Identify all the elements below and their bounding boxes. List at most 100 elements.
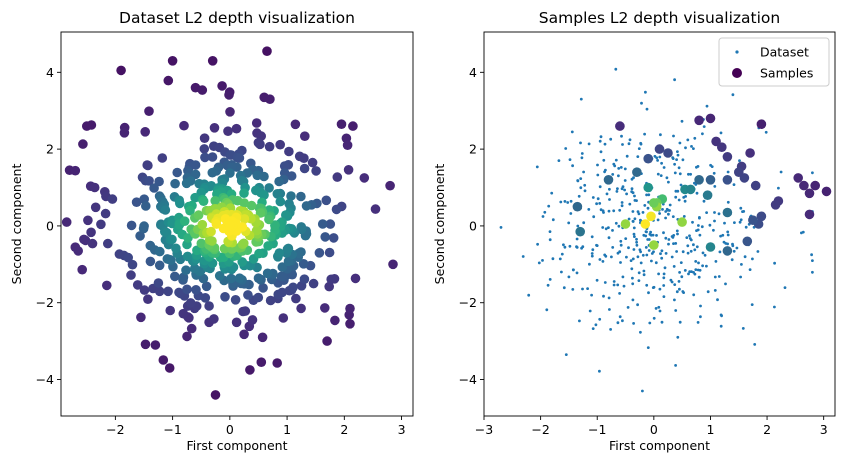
data-point <box>196 238 207 249</box>
x-tick-label: 0 <box>226 422 234 437</box>
dataset-point <box>783 286 787 289</box>
dataset-point <box>684 195 687 198</box>
dataset-point <box>646 346 650 349</box>
dataset-point <box>602 211 605 214</box>
dataset-point <box>619 261 622 264</box>
dataset-point <box>604 168 607 172</box>
chart-title: Samples L2 depth visualization <box>539 9 780 27</box>
dataset-point <box>630 190 634 194</box>
dataset-point <box>810 253 813 257</box>
dataset-point <box>581 245 585 249</box>
dataset-point <box>557 159 561 163</box>
data-point <box>154 176 164 187</box>
dataset-point <box>616 283 620 287</box>
data-point <box>234 153 245 163</box>
data-point <box>239 238 249 249</box>
sample-point <box>649 198 659 208</box>
data-point <box>102 280 112 291</box>
dataset-point <box>568 244 572 248</box>
data-point <box>119 128 130 138</box>
data-point <box>135 231 145 241</box>
dataset-point <box>678 271 681 274</box>
dataset-point <box>733 221 736 225</box>
data-point <box>231 123 242 134</box>
dataset-point <box>723 221 726 225</box>
dataset-point <box>695 245 699 249</box>
dataset-point <box>607 209 611 213</box>
data-point <box>284 146 294 157</box>
data-point <box>308 278 319 289</box>
dataset-point <box>631 298 635 302</box>
dataset-point <box>717 212 721 216</box>
dataset-point <box>631 282 635 286</box>
dataset-point <box>621 275 625 279</box>
dataset-point <box>658 309 662 313</box>
dataset-point <box>645 193 648 197</box>
dataset-point <box>543 210 547 214</box>
dataset-point <box>622 284 626 288</box>
data-point <box>206 226 216 237</box>
sample-point <box>821 186 832 197</box>
dataset-point <box>598 258 602 261</box>
dataset-point <box>663 266 667 270</box>
dataset-point <box>577 194 581 198</box>
y-tick-label: −4 <box>459 372 477 387</box>
data-point <box>197 219 208 230</box>
sample-point <box>722 175 733 185</box>
data-point <box>257 332 268 343</box>
data-point <box>345 303 355 314</box>
data-point <box>144 106 154 116</box>
dataset-point <box>726 200 730 204</box>
dataset-point <box>676 232 679 236</box>
dataset-point <box>654 261 658 265</box>
dataset-point <box>686 251 690 255</box>
sample-point <box>694 175 704 185</box>
dataset-point <box>639 261 643 265</box>
dataset-point <box>719 324 723 328</box>
dataset-point <box>621 319 624 323</box>
dataset-point <box>618 250 622 254</box>
data-point <box>140 127 150 137</box>
data-point <box>178 308 189 319</box>
dataset-point <box>696 321 700 324</box>
dataset-point <box>777 186 780 190</box>
data-point <box>286 191 296 201</box>
data-point <box>256 357 267 368</box>
dataset-point <box>633 235 636 239</box>
sample-point <box>702 190 713 200</box>
legend-label-samples: Samples <box>760 66 813 81</box>
dataset-point <box>646 206 650 210</box>
dataset-point <box>697 224 700 227</box>
sample-point <box>722 207 733 218</box>
dataset-point <box>636 155 640 159</box>
dataset-point <box>548 238 552 242</box>
data-point <box>193 210 204 220</box>
data-point <box>231 317 242 328</box>
data-point <box>83 215 93 226</box>
dataset-point <box>569 199 573 203</box>
x-tick-label: −1 <box>163 422 181 437</box>
sample-point <box>603 175 614 185</box>
data-point <box>332 172 343 182</box>
dataset-point <box>618 208 622 212</box>
data-point <box>281 210 291 220</box>
dataset-point <box>607 226 610 230</box>
data-point <box>324 247 335 258</box>
dataset-point <box>668 209 671 212</box>
data-point <box>167 218 177 229</box>
dataset-point <box>641 253 645 257</box>
dataset-point <box>713 289 717 292</box>
dataset-point <box>582 221 586 225</box>
dataset-point <box>627 142 631 146</box>
dataset-point <box>651 286 655 289</box>
dataset-point <box>651 233 655 237</box>
dataset-point <box>680 275 684 279</box>
dataset-point <box>608 308 611 311</box>
x-tick-label: 3 <box>398 422 406 437</box>
dataset-point <box>590 252 594 255</box>
dataset-point <box>673 283 677 286</box>
data-point <box>207 236 217 246</box>
data-point <box>253 292 264 303</box>
dataset-point <box>690 270 693 273</box>
data-point <box>343 165 354 175</box>
